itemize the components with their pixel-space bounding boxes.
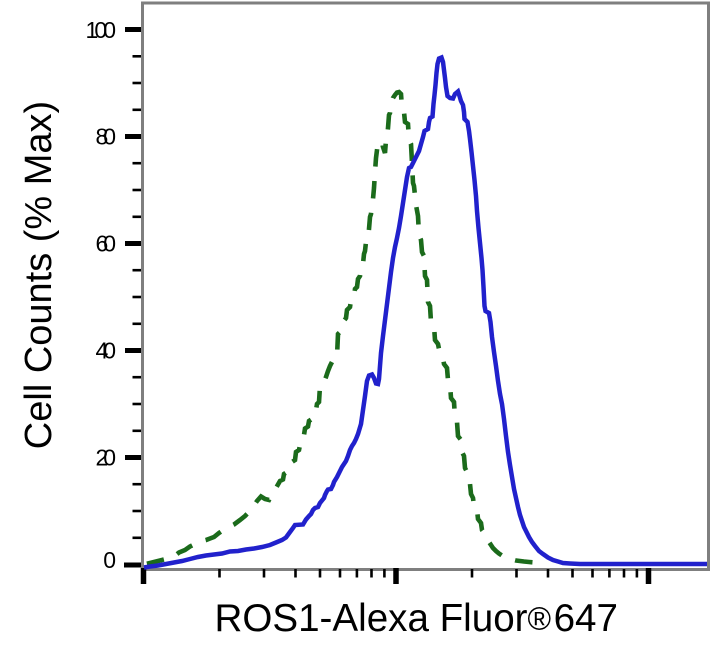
svg-text:Cell Counts (% Max): Cell Counts (% Max) <box>18 101 60 449</box>
svg-text:60: 60 <box>96 231 117 257</box>
svg-text:0: 0 <box>103 547 116 573</box>
svg-text:ROS1-Alexa Fluor®647: ROS1-Alexa Fluor®647 <box>215 597 618 640</box>
svg-text:100: 100 <box>86 17 117 43</box>
svg-text:40: 40 <box>96 338 117 364</box>
svg-text:80: 80 <box>96 124 117 150</box>
svg-text:20: 20 <box>96 445 117 471</box>
